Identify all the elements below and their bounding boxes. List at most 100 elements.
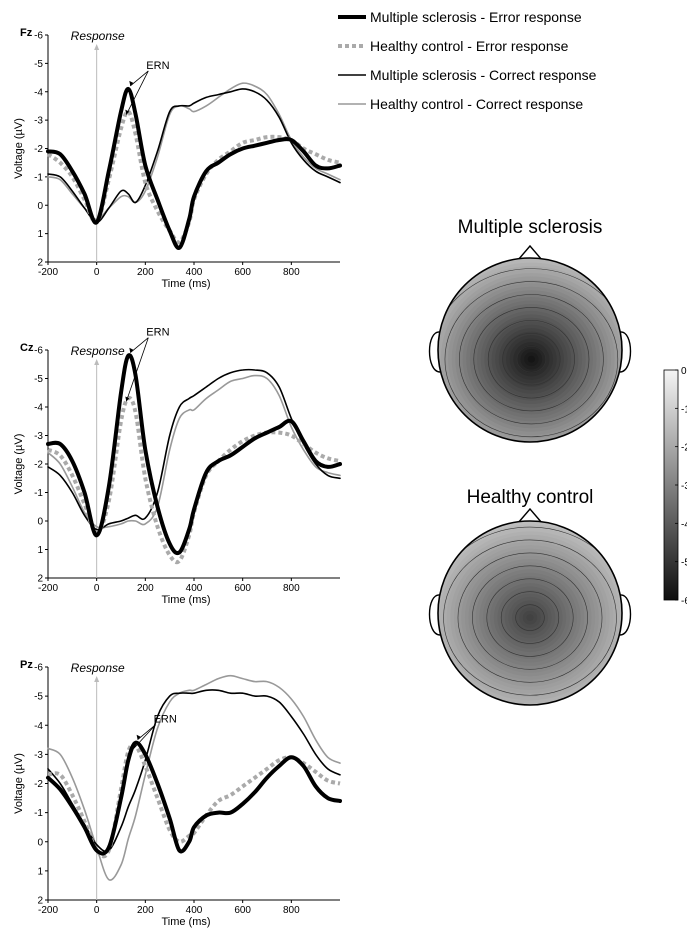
contour-line [443,539,617,696]
legend-label: Healthy control - Correct response [370,96,583,112]
series-line-1 [46,109,341,245]
electrode-label: Fz [20,27,33,39]
legend-label: Multiple sclerosis - Correct response [370,67,597,83]
contour-line [486,578,574,657]
ern-arrow-0 [130,70,149,87]
contour-line [438,268,622,442]
legend-item-3: Healthy control - Correct response [338,96,583,112]
chart-panel-fz: 2 1 0 -1 -2 -3 -4 -5 -6 -200 0 200 400 600 800 Time (ms… [13,27,342,290]
right-ear [619,594,632,636]
contour-line [444,281,619,438]
legend-label: Healthy control - Error response [370,38,569,54]
y-tick-label: -1 [34,172,43,183]
x-tick-label: -200 [38,905,58,916]
ern-arrow-1 [133,724,156,749]
x-tick-label: 800 [283,267,300,278]
y-tick-label: -3 [34,116,43,127]
legend-item-1: Healthy control - Error response [338,38,569,54]
ern-arrowhead-1 [132,743,137,749]
y-tick-label: -2 [34,144,43,155]
y-tick-label: 1 [37,229,43,240]
x-tick-label: 400 [186,583,203,594]
series-line-0 [46,86,342,250]
contour-line [500,591,560,644]
y-tick-label: -6 [34,663,43,674]
colorbar-tick-label: -3 [681,481,687,492]
chart-panel-cz: 2 1 0 -1 -2 -3 -4 -5 -6 -200 0 200 400 600 800 Time (ms… [13,327,342,606]
topomap-title: Healthy control [467,487,594,508]
y-tick-label: 0 [37,201,43,212]
series-line-0 [46,740,342,856]
series-line-1 [47,396,341,565]
series-line-0 [46,353,342,556]
ern-arrow-0 [137,724,156,741]
colorbar-tick-label: -2 [681,443,687,454]
y-tick-label: -6 [34,346,43,357]
x-tick-label: 0 [94,267,100,278]
y-tick-label: 2 [37,574,43,585]
series-line-2 [47,88,341,224]
y-tick-label: 2 [37,258,43,269]
contour-line [457,552,603,683]
x-tick-label: 800 [283,905,300,916]
topomap-1: Healthy control [428,487,632,706]
colorbar-tick-label: -5 [681,558,687,569]
left-ear [428,331,441,373]
y-tick-label: 0 [37,837,43,848]
contour-line [438,526,622,705]
response-arrow [94,44,100,50]
y-axis-title: Voltage (µV) [13,118,25,179]
x-tick-label: 600 [234,583,251,594]
electrode-label: Cz [20,342,34,354]
y-tick-label: -4 [34,721,43,732]
response-arrow [94,359,100,365]
response-arrow [94,676,100,682]
y-tick-label: 1 [37,866,43,877]
y-tick-label: -5 [34,374,43,385]
y-tick-label: -2 [34,460,43,471]
response-annotation: Response [71,344,125,358]
x-tick-label: 600 [234,267,251,278]
nose [517,507,543,524]
response-annotation: Response [71,661,125,675]
legend-label: Multiple sclerosis - Error response [370,9,582,25]
x-tick-label: 200 [137,267,154,278]
left-ear [428,594,441,636]
x-tick-label: 400 [186,267,203,278]
x-tick-label: 200 [137,905,154,916]
ern-annotation: ERN [154,714,177,726]
contour-line [515,604,545,631]
series-line-3 [47,674,341,881]
contour-line [502,333,561,386]
x-tick-label: 800 [283,583,300,594]
contour-line [473,307,590,412]
ern-arrowhead-1 [125,109,130,115]
series-line-2 [47,689,341,853]
x-tick-label: 200 [137,583,154,594]
y-axis-title: Voltage (µV) [13,434,25,495]
contour-line [459,294,604,425]
ern-arrowhead-1 [125,396,130,402]
legend-item-2: Multiple sclerosis - Correct response [338,67,597,83]
x-tick-label: 400 [186,905,203,916]
contour-line [472,565,588,670]
ern-arrow-1 [125,337,149,402]
y-tick-label: -5 [34,692,43,703]
legend-item-0: Multiple sclerosis - Error response [338,9,582,25]
ern-arrowhead-0 [129,80,134,86]
topomap-0: Multiple sclerosis [428,217,632,443]
y-tick-label: 1 [37,545,43,556]
ern-annotation: ERN [146,60,169,72]
ern-arrowhead-0 [129,347,134,353]
head-outline [437,257,623,443]
x-axis-title: Time (ms) [161,594,210,606]
y-tick-label: 2 [37,896,43,907]
y-tick-label: -3 [34,431,43,442]
y-tick-label: -1 [34,488,43,499]
colorbar-tick-label: -4 [681,519,687,530]
x-tick-label: -200 [38,267,58,278]
y-axis-title: Voltage (µV) [13,753,25,814]
y-tick-label: -1 [34,808,43,819]
right-ear [619,331,632,373]
x-tick-label: 600 [234,905,251,916]
